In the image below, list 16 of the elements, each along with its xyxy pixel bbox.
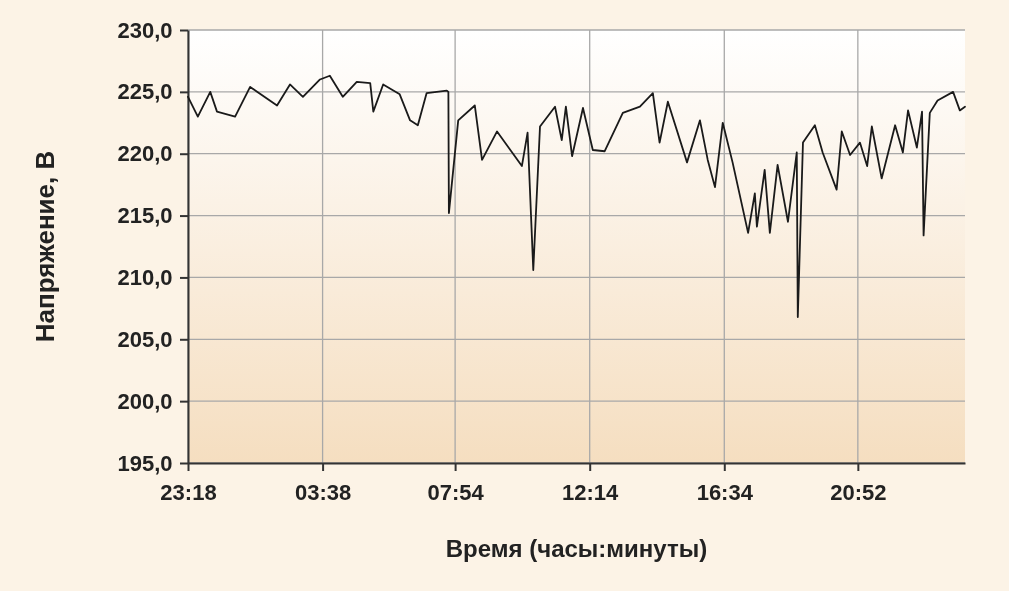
y-tick-label: 205,0 (117, 326, 173, 352)
x-axis-title: Время (часы:минуты) (445, 535, 708, 562)
y-tick-label: 215,0 (117, 203, 173, 229)
x-tick-label: 23:18 (160, 480, 217, 506)
y-tick-label: 195,0 (117, 450, 173, 476)
y-axis-title: Напряжение, В (30, 150, 60, 343)
x-tick-label: 20:52 (830, 480, 887, 506)
y-tick-label: 230,0 (117, 17, 173, 43)
x-tick-label: 12:14 (562, 480, 620, 506)
y-tick-label: 200,0 (117, 388, 173, 414)
x-tick-label: 03:38 (294, 480, 352, 506)
x-tick-label: 07:54 (427, 480, 485, 506)
y-tick-label: 225,0 (117, 79, 173, 105)
y-tick-label: 210,0 (117, 264, 173, 290)
y-tick-label: 220,0 (117, 141, 173, 167)
x-tick-label: 16:34 (696, 480, 754, 506)
